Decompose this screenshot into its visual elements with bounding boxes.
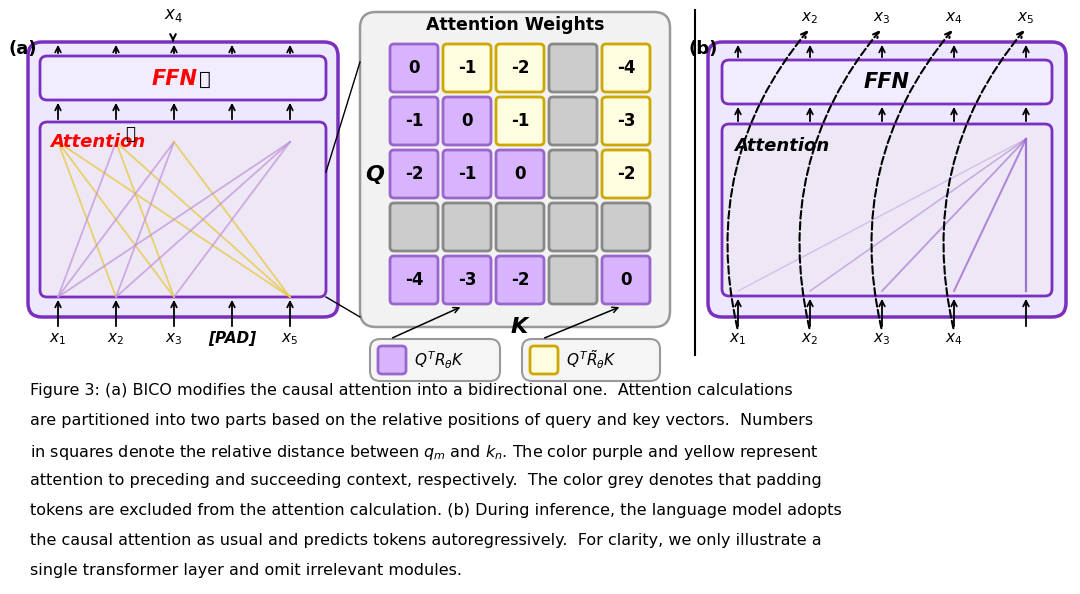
Text: $\boldsymbol{K}$: $\boldsymbol{K}$: [510, 317, 530, 337]
Text: Attention Weights: Attention Weights: [426, 16, 604, 34]
FancyBboxPatch shape: [390, 256, 438, 304]
FancyBboxPatch shape: [370, 339, 500, 381]
Text: -1: -1: [511, 112, 529, 130]
Text: $x_4$: $x_4$: [945, 10, 962, 26]
FancyBboxPatch shape: [549, 44, 597, 92]
Text: -1: -1: [405, 112, 423, 130]
FancyBboxPatch shape: [390, 150, 438, 198]
FancyBboxPatch shape: [549, 203, 597, 251]
FancyBboxPatch shape: [443, 256, 491, 304]
Text: $x_3$: $x_3$: [874, 331, 891, 347]
FancyBboxPatch shape: [530, 346, 558, 374]
FancyBboxPatch shape: [390, 97, 438, 145]
Text: $Q^T \tilde{R}_{\theta} K$: $Q^T \tilde{R}_{\theta} K$: [566, 349, 617, 371]
FancyBboxPatch shape: [522, 339, 660, 381]
Text: -2: -2: [405, 165, 423, 183]
FancyBboxPatch shape: [28, 42, 338, 317]
Text: $x_1$: $x_1$: [50, 331, 67, 347]
FancyBboxPatch shape: [723, 124, 1052, 296]
FancyBboxPatch shape: [443, 150, 491, 198]
Text: -3: -3: [458, 271, 476, 289]
FancyBboxPatch shape: [496, 44, 544, 92]
Text: 🔥: 🔥: [199, 69, 211, 89]
Text: tokens are excluded from the attention calculation. (b) During inference, the la: tokens are excluded from the attention c…: [30, 503, 841, 518]
Text: the causal attention as usual and predicts tokens autoregressively.  For clarity: the causal attention as usual and predic…: [30, 533, 822, 548]
Text: 🔥: 🔥: [125, 125, 135, 143]
FancyBboxPatch shape: [723, 60, 1052, 104]
Text: $x_2$: $x_2$: [801, 10, 819, 26]
Text: are partitioned into two parts based on the relative positions of query and key : are partitioned into two parts based on …: [30, 413, 813, 428]
Text: $x_5$: $x_5$: [1017, 10, 1035, 26]
FancyBboxPatch shape: [496, 203, 544, 251]
FancyBboxPatch shape: [443, 44, 491, 92]
FancyBboxPatch shape: [549, 256, 597, 304]
FancyBboxPatch shape: [390, 203, 438, 251]
Text: 0: 0: [461, 112, 473, 130]
FancyBboxPatch shape: [708, 42, 1066, 317]
Text: single transformer layer and omit irrelevant modules.: single transformer layer and omit irrele…: [30, 563, 462, 578]
Text: (a): (a): [8, 40, 37, 58]
Text: -2: -2: [617, 165, 635, 183]
Text: FFN: FFN: [152, 69, 198, 89]
Text: -2: -2: [511, 271, 529, 289]
Text: $Q^T R_{\theta} K$: $Q^T R_{\theta} K$: [414, 349, 464, 371]
Text: [PAD]: [PAD]: [208, 331, 256, 346]
Text: -2: -2: [511, 59, 529, 77]
Text: $x_2$: $x_2$: [107, 331, 124, 347]
Text: -1: -1: [458, 59, 476, 77]
Text: Figure 3: (a) BICO modifies the causal attention into a bidirectional one.  Atte: Figure 3: (a) BICO modifies the causal a…: [30, 383, 793, 398]
Text: -4: -4: [405, 271, 423, 289]
FancyBboxPatch shape: [40, 56, 326, 100]
Text: $x_3$: $x_3$: [165, 331, 183, 347]
Text: (b): (b): [688, 40, 717, 58]
Text: -4: -4: [617, 59, 635, 77]
FancyBboxPatch shape: [496, 256, 544, 304]
Text: 0: 0: [408, 59, 420, 77]
FancyBboxPatch shape: [602, 150, 650, 198]
FancyBboxPatch shape: [443, 97, 491, 145]
Text: $x_1$: $x_1$: [729, 331, 746, 347]
Text: FFN: FFN: [864, 72, 910, 92]
Text: Attention: Attention: [734, 137, 829, 155]
Text: $x_5$: $x_5$: [282, 331, 298, 347]
Text: in squares denote the relative distance between $q_m$ and $k_n$. The color purpl: in squares denote the relative distance …: [30, 443, 819, 462]
FancyBboxPatch shape: [602, 203, 650, 251]
Text: 0: 0: [620, 271, 632, 289]
FancyBboxPatch shape: [549, 97, 597, 145]
FancyBboxPatch shape: [390, 44, 438, 92]
FancyBboxPatch shape: [443, 203, 491, 251]
Text: Attention: Attention: [50, 133, 145, 151]
FancyBboxPatch shape: [549, 150, 597, 198]
Text: $x_2$: $x_2$: [801, 331, 819, 347]
FancyBboxPatch shape: [378, 346, 406, 374]
Text: attention to preceding and succeeding context, respectively.  The color grey den: attention to preceding and succeeding co…: [30, 473, 822, 488]
FancyBboxPatch shape: [496, 150, 544, 198]
FancyBboxPatch shape: [360, 12, 670, 327]
Text: $x_3$: $x_3$: [874, 10, 891, 26]
FancyBboxPatch shape: [602, 256, 650, 304]
Text: 0: 0: [514, 165, 526, 183]
Text: -1: -1: [458, 165, 476, 183]
FancyBboxPatch shape: [602, 97, 650, 145]
Text: $x_4$: $x_4$: [945, 331, 962, 347]
FancyBboxPatch shape: [496, 97, 544, 145]
FancyBboxPatch shape: [40, 122, 326, 297]
FancyBboxPatch shape: [602, 44, 650, 92]
Text: $\boldsymbol{Q}$: $\boldsymbol{Q}$: [365, 163, 386, 185]
Text: -3: -3: [617, 112, 635, 130]
Text: $x_4$: $x_4$: [163, 6, 183, 24]
